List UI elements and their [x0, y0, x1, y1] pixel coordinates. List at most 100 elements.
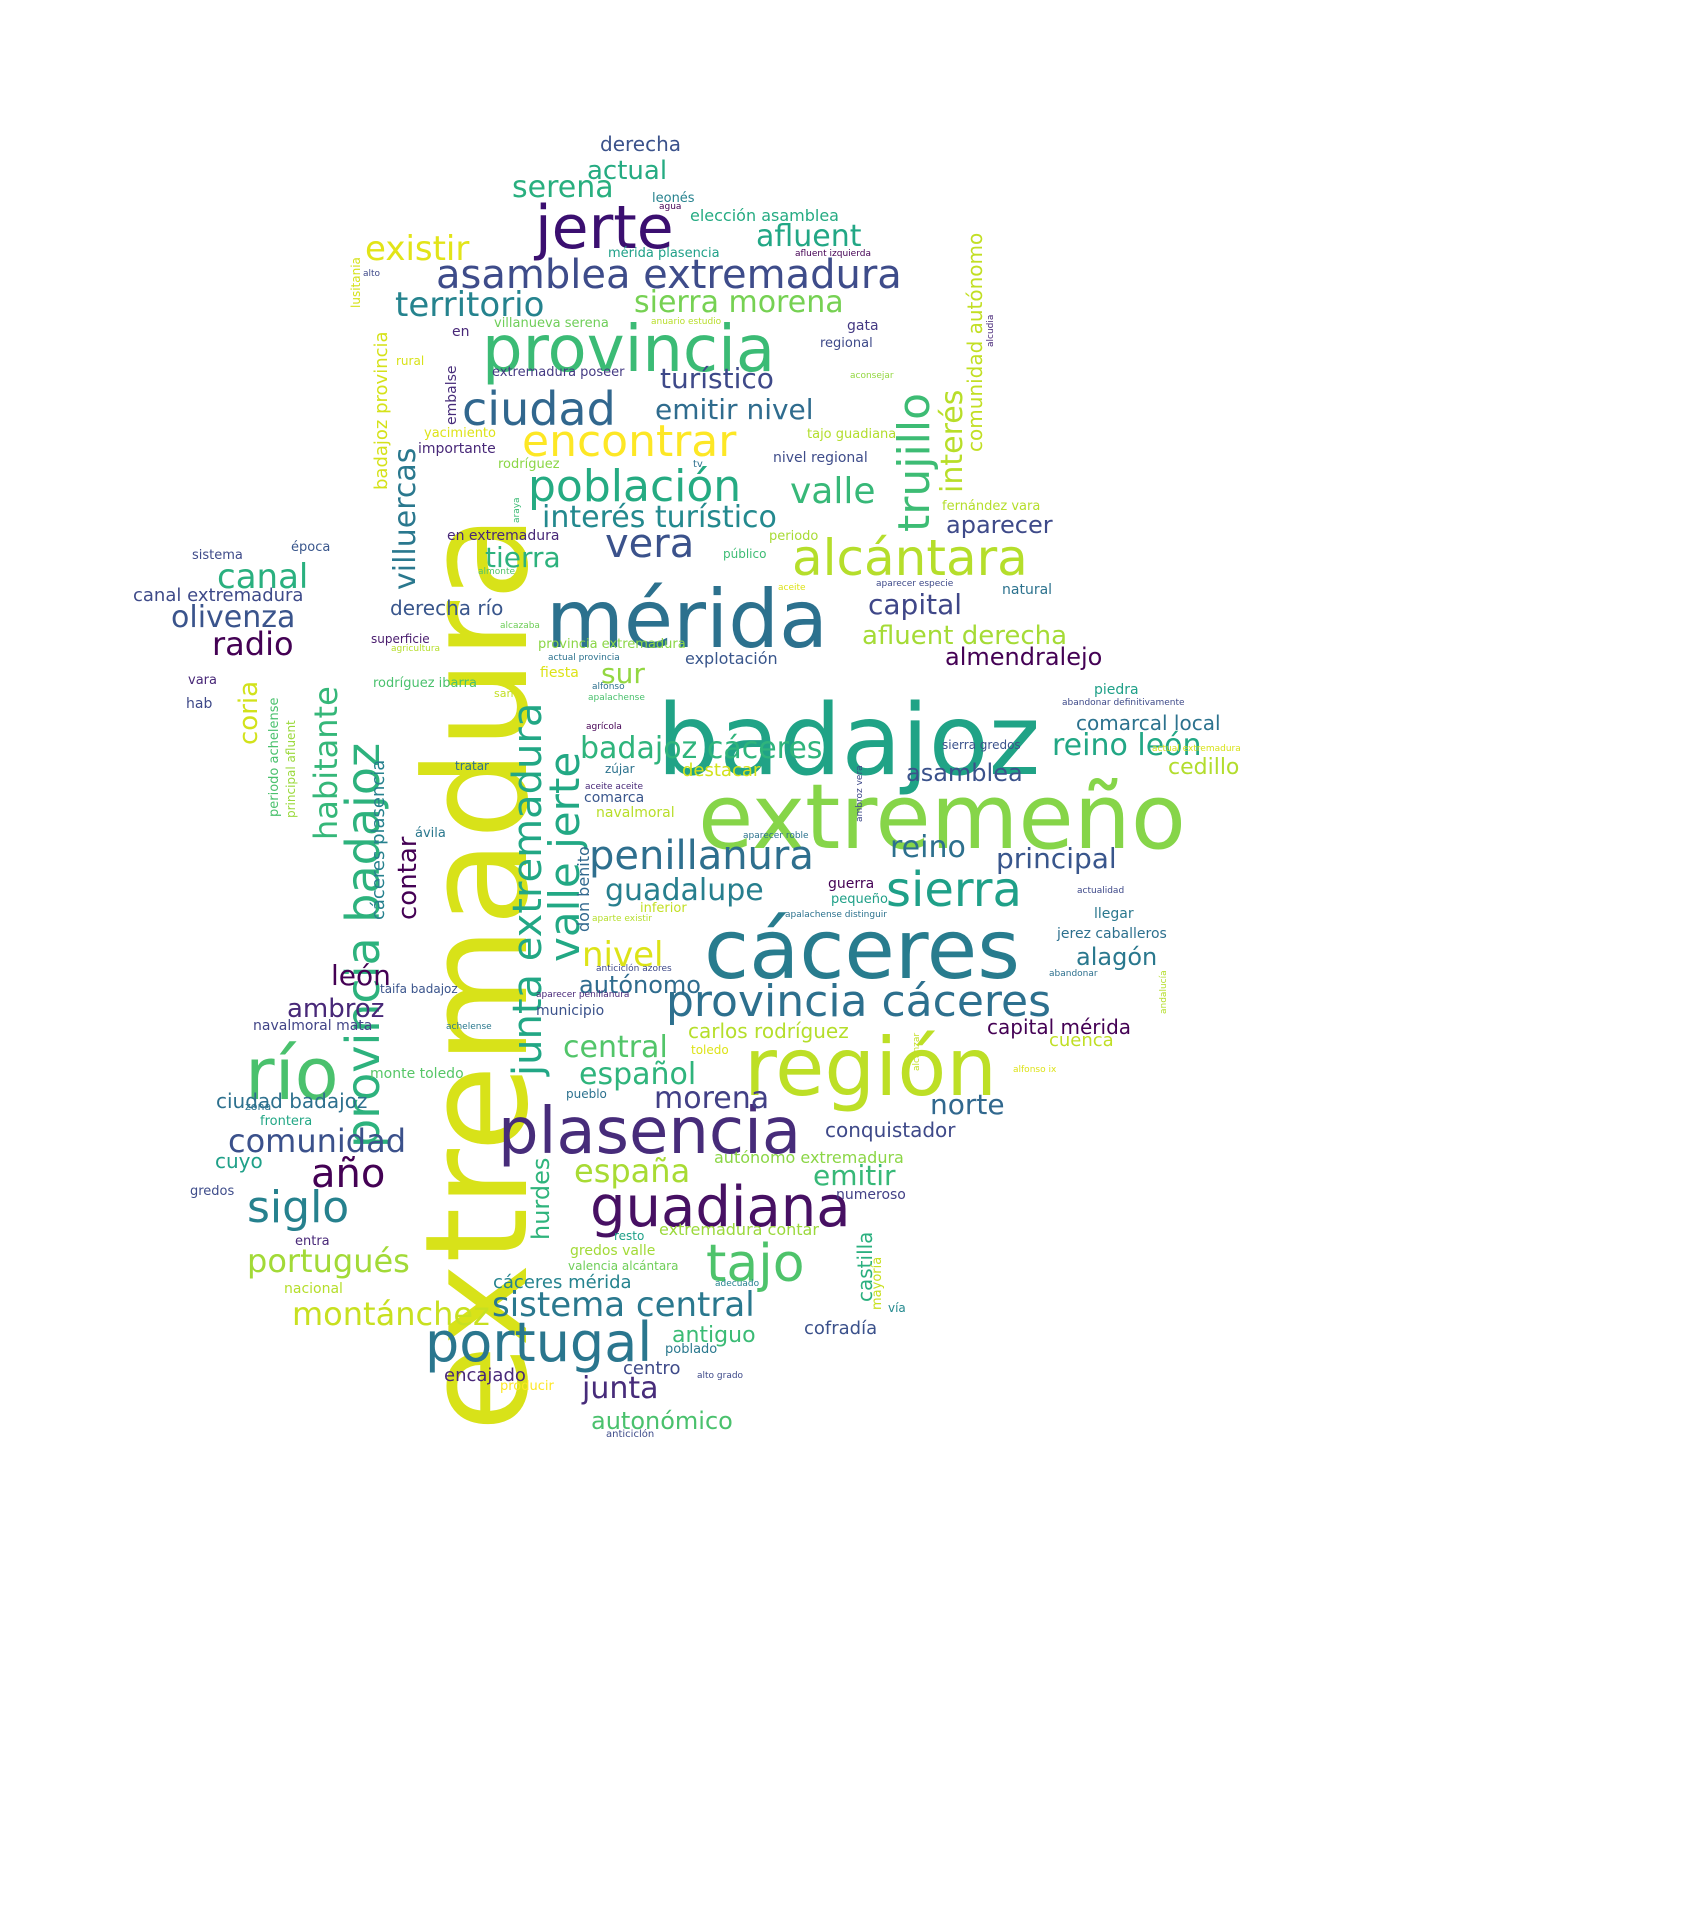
word-provincia-caceres: provincia cáceres [666, 976, 1052, 1027]
word-ciudad: ciudad [462, 382, 616, 436]
word-extremadura-poseer: extremadura poseer [492, 365, 625, 380]
word-plasencia: plasencia [498, 1095, 802, 1169]
word-gata: gata [847, 318, 879, 334]
word-gredos: gredos [190, 1184, 235, 1199]
word-avila: ávila [415, 826, 446, 841]
word-territorio: territorio [395, 285, 545, 325]
word-araya: araya [512, 497, 522, 523]
word-don-benito: don benito [574, 846, 593, 932]
word-guadiana: guadiana [590, 1175, 851, 1240]
word-capital-merida: capital mérida [987, 1015, 1132, 1039]
word-monte-toledo: monte toledo [370, 1066, 464, 1082]
word-extremeno: extremeño [698, 765, 1186, 870]
word-en: en [452, 324, 470, 340]
word-rodriguez: rodríguez [498, 457, 560, 472]
word-andalucia: andalucía [1159, 970, 1169, 1014]
word-anticiclon: anticiclón [606, 1429, 655, 1440]
word-abandonar-definitivamente: abandonar definitivamente [1062, 698, 1185, 708]
word-importante: importante [418, 441, 496, 457]
word-tajo-guadiana: tajo guadiana [807, 427, 897, 442]
word-tratar: tratar [455, 759, 489, 773]
word-periodo-achelense: periodo achelense [267, 697, 282, 817]
word-tierra: tierra [485, 541, 561, 574]
word-tajo: tajo [706, 1234, 805, 1294]
word-montanchez: montánchez [292, 1295, 490, 1333]
word-llegar: llegar [1094, 906, 1134, 922]
word-caceres-merida: cáceres mérida [493, 1272, 632, 1293]
word-fiesta: fiesta [540, 665, 579, 681]
word-radio: radio [212, 625, 294, 663]
word-morena: morena [654, 1081, 770, 1116]
word-zujar: zújar [605, 762, 635, 776]
word-encontrar: encontrar [522, 416, 737, 467]
word-alcantara: alcántara [792, 529, 1028, 587]
word-reino-leon: reino león [1052, 728, 1202, 763]
word-contar: contar [393, 836, 423, 921]
word-tv: tv [693, 459, 703, 470]
word-sierra-morena: sierra morena [634, 285, 844, 320]
word-lusitania: lusitania [349, 257, 363, 308]
word-aparte-existir: aparte existir [592, 914, 652, 924]
word-trujillo: trujillo [889, 392, 940, 532]
word-autonomo-extremadura: autónomo extremadura [714, 1148, 904, 1167]
word-frontera: frontera [260, 1114, 313, 1129]
word-resto: resto [614, 1229, 645, 1243]
word-pueblo: pueblo [566, 1087, 607, 1101]
word-merida-plasencia: mérida plasencia [608, 246, 720, 261]
word-anuario-estudio: anuario estudio [651, 317, 722, 327]
word-abandonar: abandonar [1049, 969, 1098, 979]
word-asamblea: asamblea [906, 759, 1023, 787]
word-aceite: aceite [778, 583, 806, 593]
word-toledo: toledo [691, 1043, 729, 1057]
word-cedillo: cedillo [1168, 755, 1240, 780]
word-navalmoral-mata: navalmoral mata [253, 1018, 373, 1034]
word-navalmoral: navalmoral [596, 805, 675, 821]
word-derecha-rio: derecha río [390, 596, 504, 620]
word-conquistador: conquistador [825, 1118, 956, 1142]
word-actual: actual [587, 156, 668, 186]
word-adecuado: adecuado [715, 1279, 760, 1289]
word-destacar: destacar [682, 760, 761, 781]
word-villuercas: villuercas [388, 447, 423, 590]
word-via: vía [888, 1301, 906, 1315]
word-ambroz: ambroz [287, 994, 385, 1024]
word-agricultura: agricultura [391, 644, 441, 654]
word-rio: río [245, 1032, 339, 1116]
word-sierra: sierra [886, 862, 1022, 918]
word-espana: españa [574, 1152, 691, 1190]
word-achelense: achelense [446, 1022, 492, 1032]
word-actual-extremadura: actual extremadura [1152, 744, 1241, 754]
word-villanueva-serena: villanueva serena [494, 316, 609, 331]
word-inferior: inferior [640, 901, 687, 916]
word-afluent-derecha: afluent derecha [862, 621, 1068, 651]
word-publico: público [723, 547, 767, 561]
word-aparecer-penillanura: aparecer penillanura [536, 990, 630, 1000]
word-emitir-nivel: emitir nivel [655, 393, 814, 426]
word-comarcal-local: comarcal local [1076, 711, 1221, 735]
word-entra: entra [295, 1234, 330, 1249]
word-sur: sur [601, 657, 645, 690]
word-derecha: derecha [600, 132, 682, 156]
word-alcanzar: alcanzar [912, 1032, 922, 1071]
word-encajado: encajado [444, 1365, 526, 1386]
word-penillanura: penillanura [589, 833, 814, 879]
word-embalse: embalse [444, 365, 460, 425]
word-siglo: siglo [247, 1182, 350, 1233]
word-centro: centro [623, 1358, 681, 1379]
word-nacional: nacional [284, 1281, 343, 1297]
word-cuenca: cuenca [1049, 1030, 1114, 1051]
word-portugal: portugal [425, 1311, 653, 1374]
word-piedra: piedra [1094, 682, 1139, 698]
word-reino: reino [890, 830, 966, 865]
word-vara: vara [188, 673, 217, 688]
word-badajoz-provincia: badajoz provincia [371, 331, 392, 490]
word-san: san [494, 687, 514, 700]
word-ciudad-badajoz: ciudad badajoz [216, 1089, 368, 1113]
word-interes-turistico: interés turístico [542, 500, 777, 535]
word-alagon: alagón [1076, 943, 1158, 971]
word-provincia: provincia [482, 313, 776, 387]
word-extremadura-contar: extremadura contar [659, 1220, 819, 1239]
word-regional: regional [820, 336, 873, 351]
word-agricola: agrícola [586, 722, 622, 732]
word-alto-grado: alto grado [697, 1371, 744, 1381]
